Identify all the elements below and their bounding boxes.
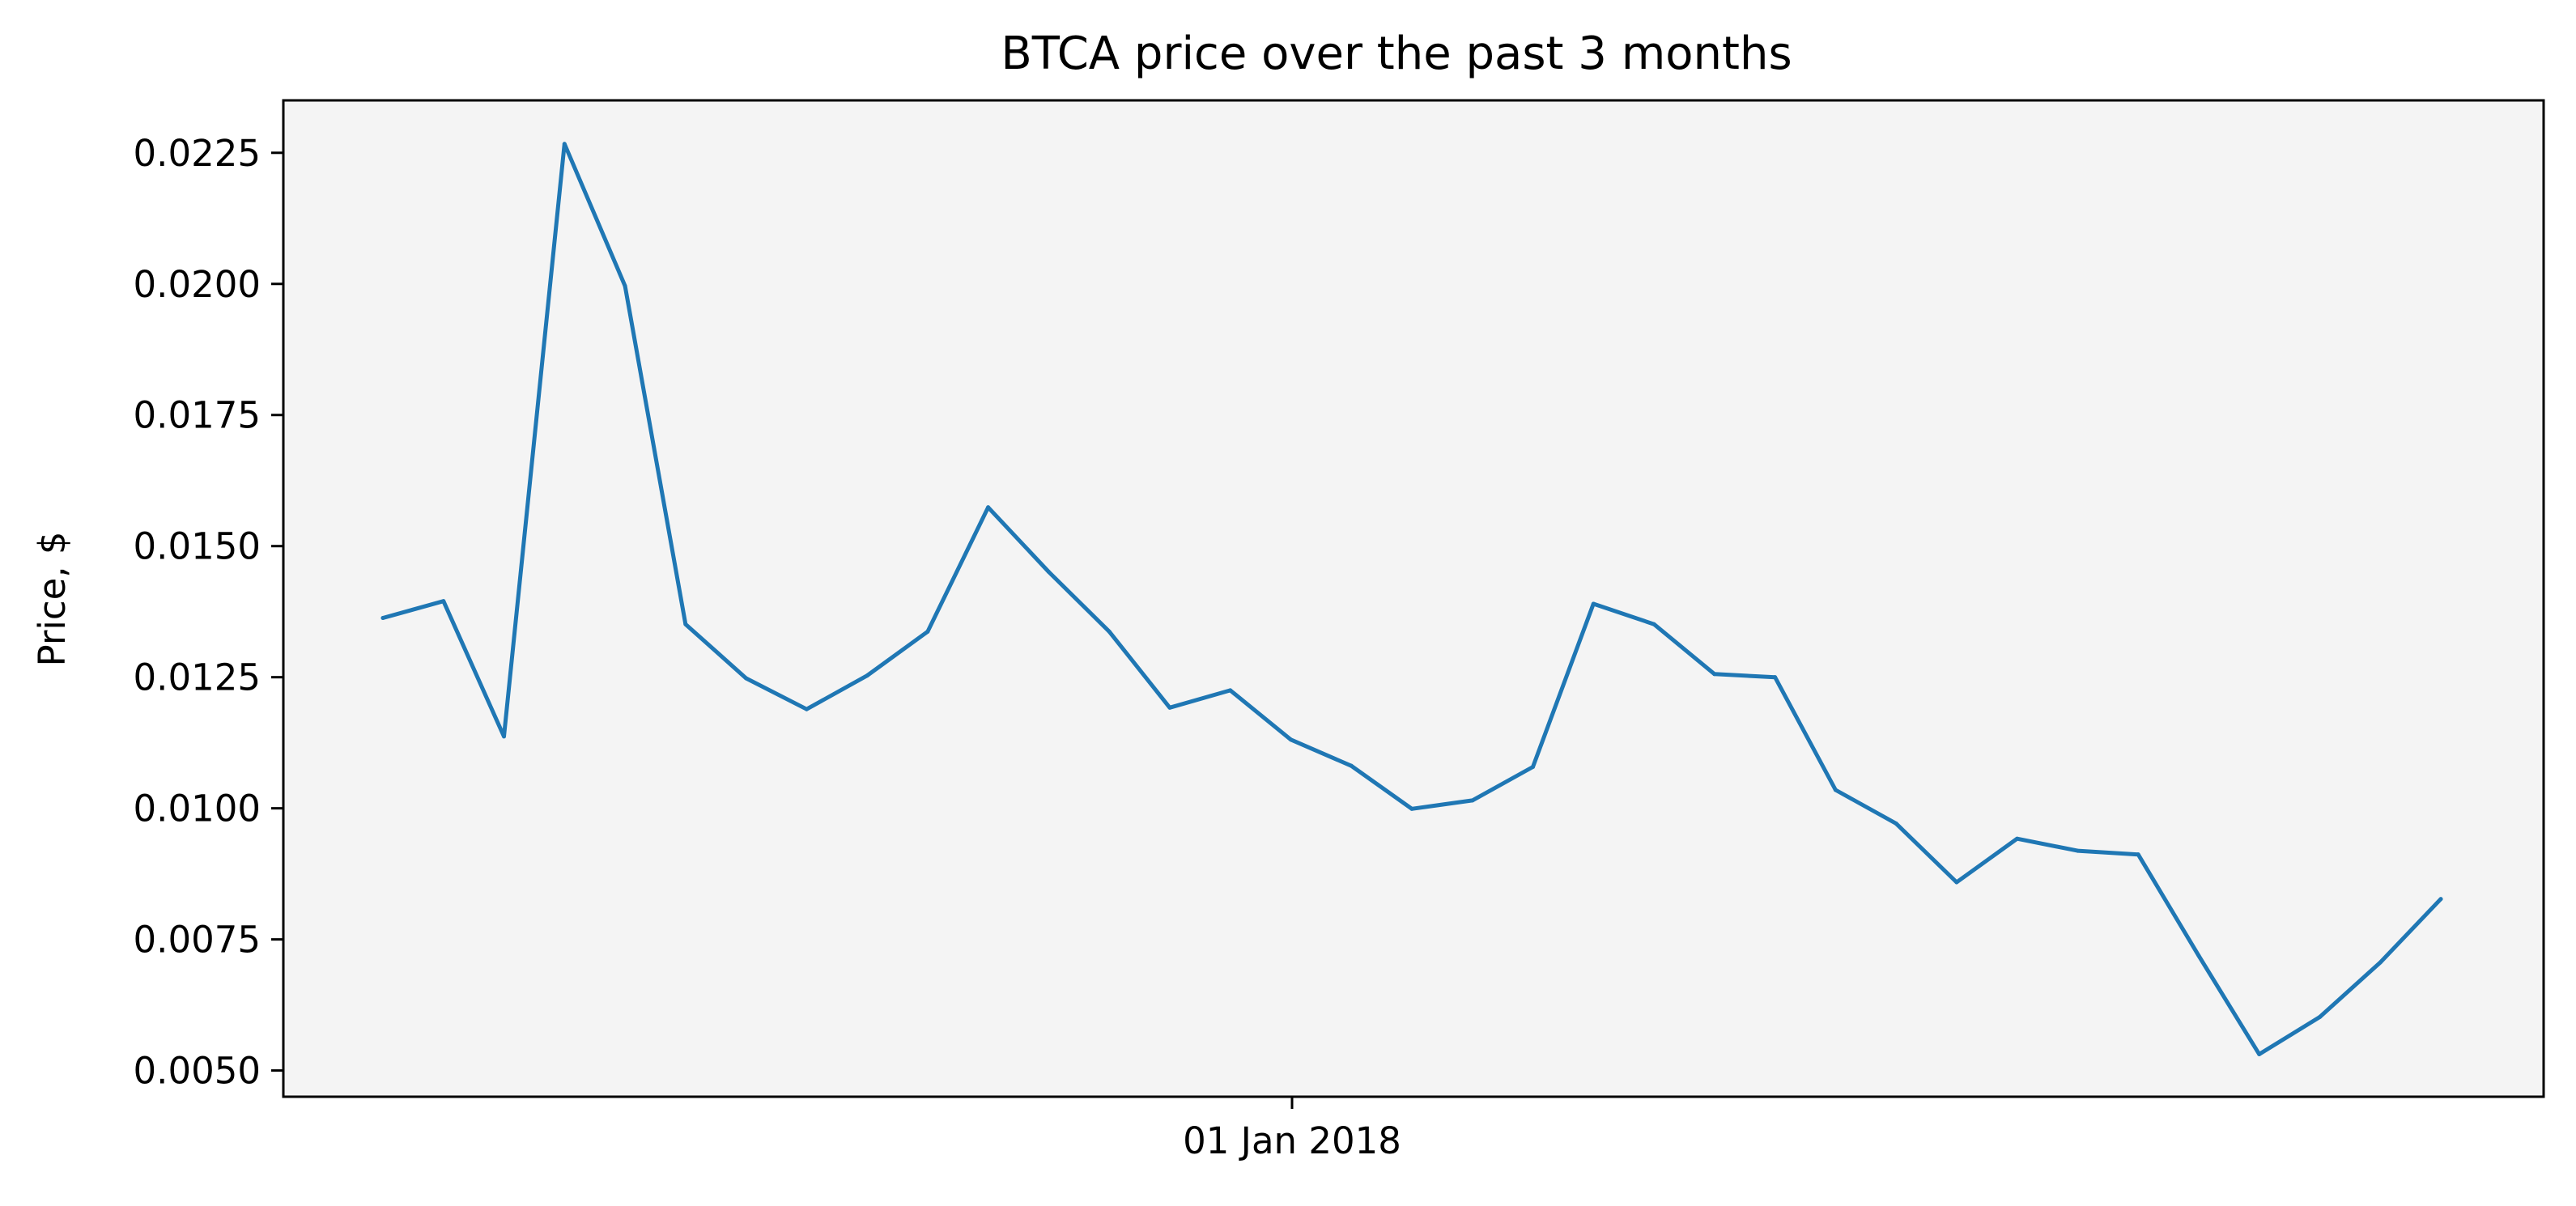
y-tick-label: 0.0200 <box>134 263 261 306</box>
y-tick-label: 0.0075 <box>134 919 261 962</box>
y-tick-label: 0.0125 <box>134 656 261 699</box>
data-point <box>1409 806 1414 811</box>
data-point <box>683 622 688 626</box>
data-point <box>1531 764 1536 769</box>
data-point <box>380 615 385 620</box>
y-axis-ticks: 0.0050 0.0075 0.0100 0.0125 0.0150 0.0175 0.02… <box>134 132 283 1093</box>
data-point <box>2438 897 2443 902</box>
data-point <box>1349 763 1354 768</box>
data-point <box>1167 705 1172 710</box>
data-point <box>744 676 749 681</box>
data-point <box>1651 622 1656 626</box>
data-point <box>804 707 809 711</box>
y-tick-label: 0.0175 <box>134 394 261 437</box>
data-point <box>986 505 991 510</box>
data-point <box>562 142 567 147</box>
chart-title: BTCA price over the past 3 months <box>1001 28 1792 80</box>
data-point <box>2317 1015 2322 1020</box>
data-point <box>441 599 446 604</box>
y-axis-label: Price, $ <box>31 531 74 666</box>
x-tick-label: 01 Jan 2018 <box>1183 1119 1401 1162</box>
data-point <box>1107 629 1112 634</box>
y-tick-label: 0.0225 <box>134 132 261 175</box>
plot-frame <box>282 99 2545 1098</box>
data-point <box>623 283 627 288</box>
data-point <box>1288 737 1293 742</box>
data-point <box>1046 569 1051 574</box>
data-point <box>2378 960 2383 965</box>
data-point <box>1833 788 1838 792</box>
data-point <box>2257 1052 2262 1057</box>
data-point <box>2196 953 2201 958</box>
price-points <box>380 142 2443 1057</box>
data-point <box>925 629 930 634</box>
data-point <box>1591 601 1596 606</box>
y-tick-label: 0.0050 <box>134 1050 261 1093</box>
data-point <box>2075 848 2080 853</box>
plot-area <box>283 100 2544 1097</box>
x-axis-ticks: 01 Jan 2018 <box>1183 1097 1401 1162</box>
data-point <box>2015 836 2020 841</box>
data-point <box>1954 880 1959 885</box>
data-point <box>2136 852 2140 857</box>
data-point <box>865 673 869 678</box>
data-point <box>502 734 507 739</box>
y-tick-label: 0.0150 <box>134 525 261 568</box>
y-tick-label: 0.0100 <box>134 788 261 830</box>
data-point <box>1894 821 1898 826</box>
data-point <box>1228 688 1233 693</box>
data-point <box>1712 672 1717 677</box>
data-point <box>1470 798 1475 803</box>
data-point <box>1773 675 1778 680</box>
